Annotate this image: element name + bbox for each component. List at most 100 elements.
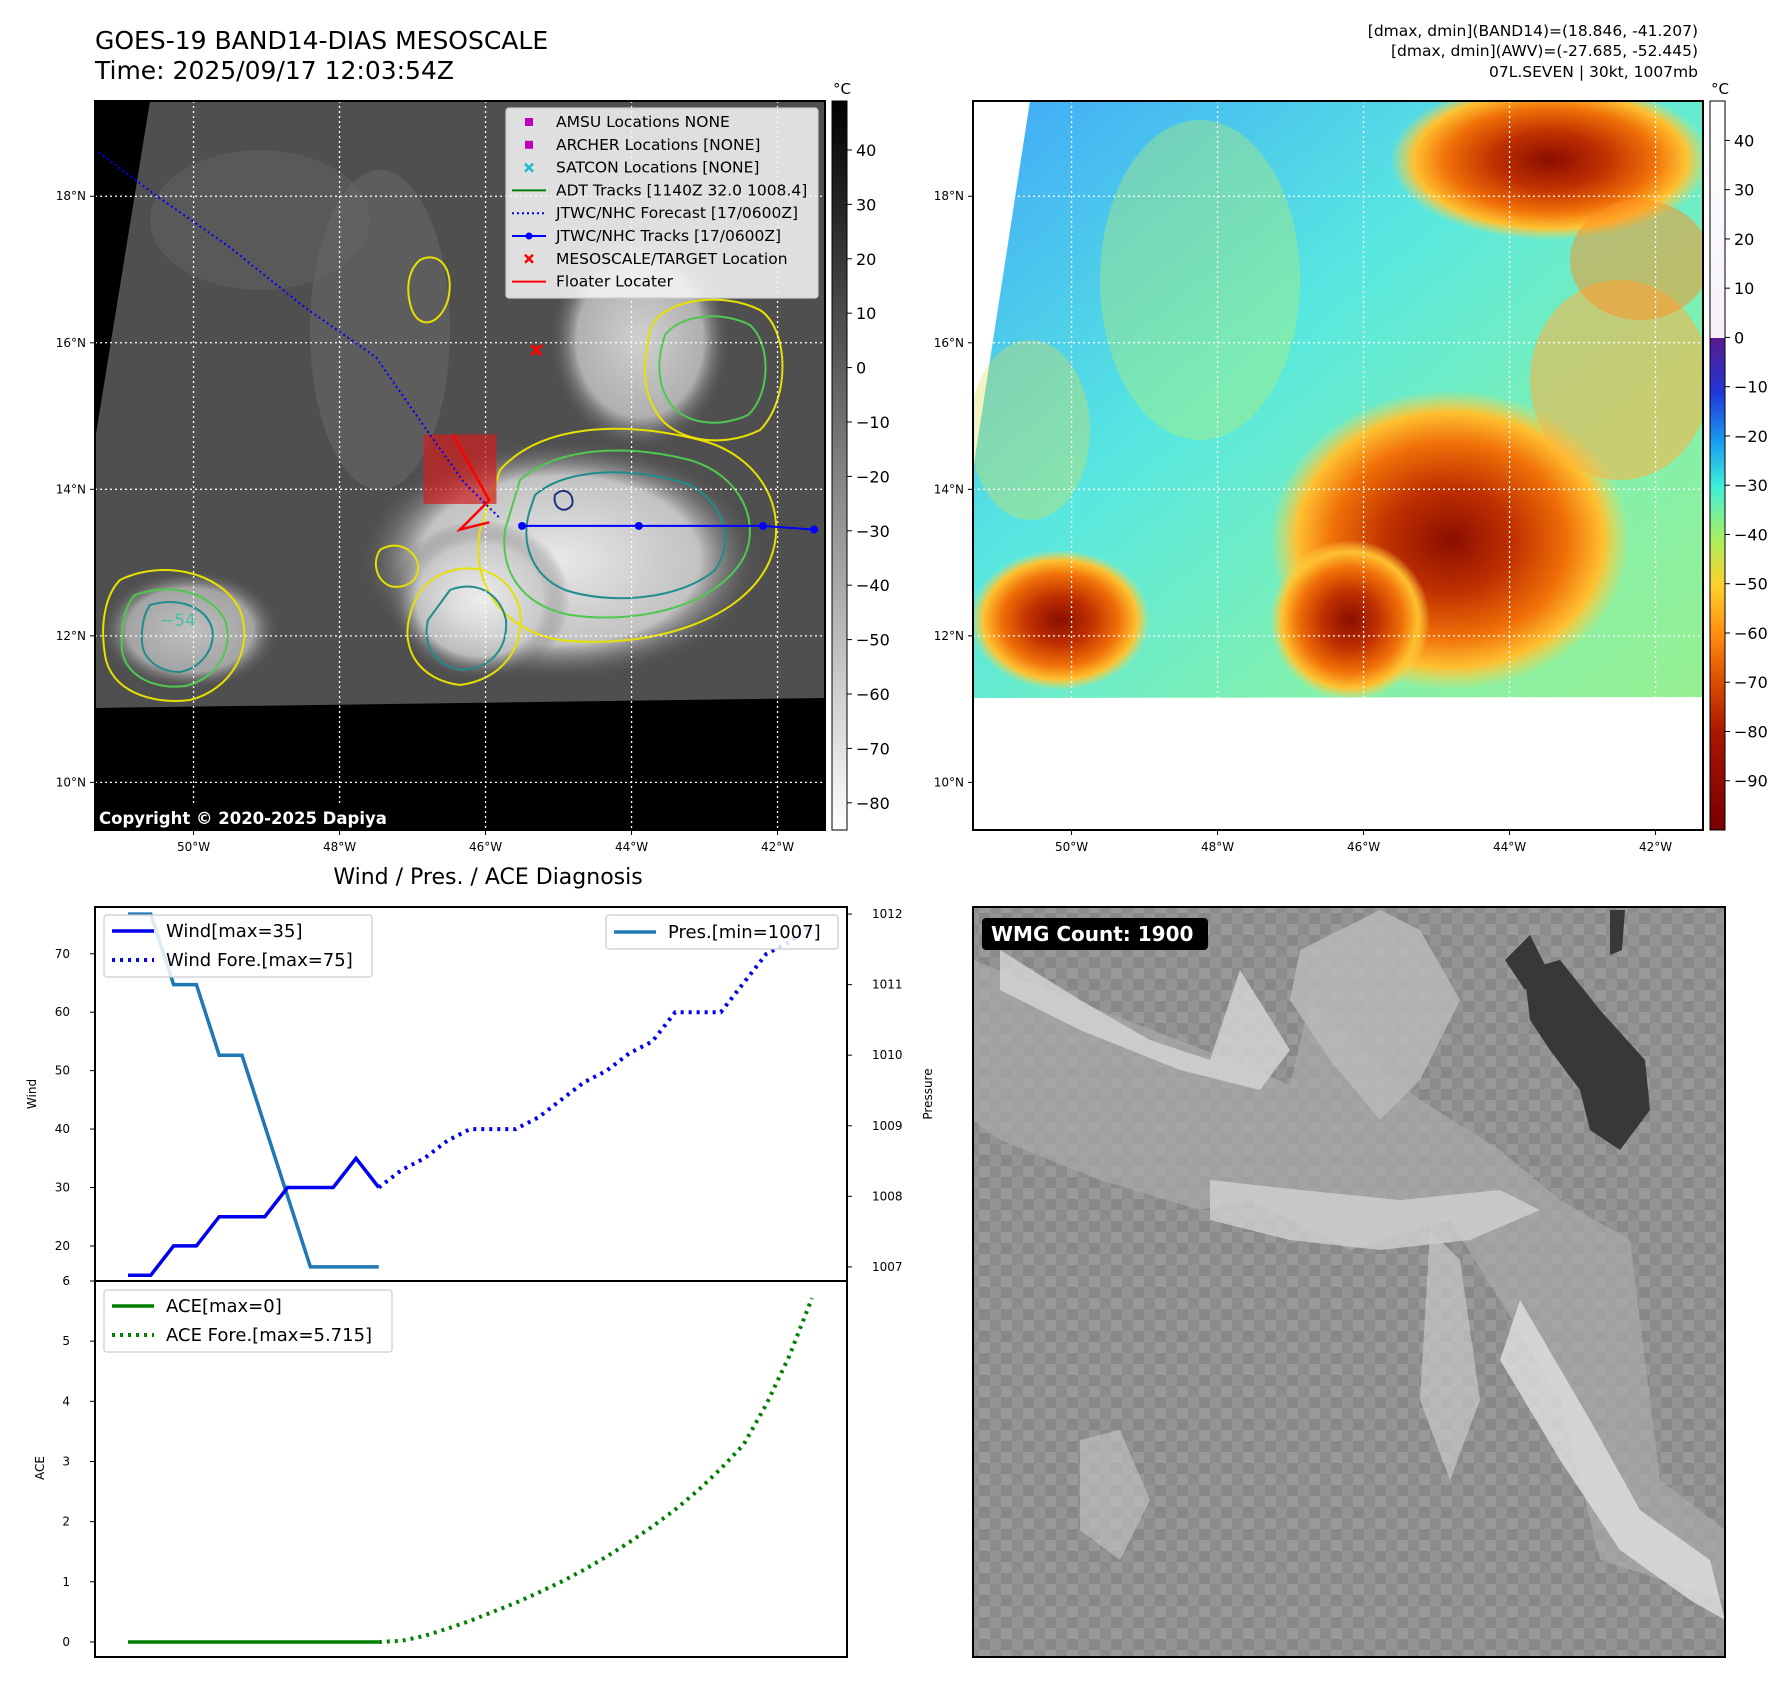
colorbar-tick-label: 30	[856, 195, 876, 214]
awv-lon-label: 44°W	[1493, 840, 1526, 854]
diagnosis-title: Wind / Pres. / ACE Diagnosis	[333, 865, 642, 890]
colorbar-tick-label: 40	[856, 141, 876, 160]
wind-tick-label: 50	[55, 1064, 70, 1078]
awv-lon-label: 48°W	[1201, 840, 1234, 854]
ir-lat-label: 18°N	[56, 189, 86, 203]
wind-tick-label: 70	[55, 947, 70, 961]
colorbar-tick-label: −90	[1734, 772, 1768, 791]
legend-wind: Wind[max=35]	[166, 921, 303, 942]
colorbar-tick-label: −60	[1734, 624, 1768, 643]
ace-tick-label: 2	[62, 1515, 70, 1529]
best-track-point	[518, 521, 527, 530]
legend-wind-forecast: Wind Fore.[max=75]	[166, 950, 353, 971]
colorbar-tick-label: −50	[856, 631, 890, 650]
ir-colorbar-unit: °C	[833, 80, 851, 98]
legend-item-label: ARCHER Locations [NONE]	[556, 136, 760, 154]
ace-tick-label: 3	[62, 1454, 70, 1468]
wind-tick-label: 40	[55, 1122, 70, 1136]
legend-item: Floater Locater	[512, 273, 674, 291]
wmg-count-label: WMG Count: 1900	[991, 922, 1193, 946]
info-line2: [dmax, dmin](AWV)=(-27.685, -52.445)	[1391, 42, 1698, 60]
wind-pressure-chart: 20 30 40 50 60 70 1007 1008 1009 1010 1011 1012 Wi…	[25, 906, 935, 1282]
awv-imagery	[973, 101, 1703, 830]
colorbar-tick-label: −40	[1734, 525, 1768, 544]
legend-item: ADT Tracks [1140Z 32.0 1008.4]	[512, 181, 807, 199]
ir-lon-label: 42°W	[761, 840, 794, 854]
legend-item: JTWC/NHC Tracks [17/0600Z]	[512, 227, 781, 245]
awv-lon-label: 42°W	[1639, 840, 1672, 854]
ir-lon-label: 44°W	[615, 840, 648, 854]
colorbar-tick-label: 0	[856, 359, 866, 378]
awv-lon-label: 50°W	[1055, 840, 1088, 854]
ir-lat-label: 14°N	[56, 482, 86, 496]
figure-title-line1: GOES-19 BAND14-DIAS MESOSCALE	[95, 26, 549, 55]
awv-lat-label: 14°N	[934, 482, 964, 496]
colorbar-tick-label: −70	[1734, 673, 1768, 692]
colorbar-tick-label: 30	[1734, 181, 1754, 200]
ir-colorbar: °C 40 30 20 10 0 −10 −20 −30 −40 −50 −60 −70 −80	[831, 80, 890, 831]
wind-tick-label: 30	[55, 1181, 70, 1195]
colorbar-tick-label: 20	[1734, 230, 1754, 249]
legend-item-label: JTWC/NHC Tracks [17/0600Z]	[555, 227, 781, 245]
ir-lat-label: 10°N	[56, 775, 86, 789]
colorbar-tick-label: −80	[856, 794, 890, 813]
ir-lat-labels: 18°N 16°N 14°N 12°N 10°N	[56, 189, 95, 789]
series-wind-forecast	[377, 922, 814, 1190]
ace-chart: 0 1 2 3 4 5 6 ACE ACE[max=0] ACE Fore.[max=5.7…	[33, 1274, 848, 1658]
legend-item-label: Floater Locater	[556, 273, 674, 291]
wmg-panel: WMG Count: 1900	[972, 906, 1726, 1658]
ace-tick-label: 1	[62, 1575, 70, 1589]
legend-pres: Pres.[min=1007]	[668, 922, 821, 943]
best-track-point	[634, 521, 643, 530]
legend-item-label: MESOSCALE/TARGET Location	[556, 250, 788, 268]
pressure-tick-label: 1009	[872, 1119, 903, 1133]
pressure-tick-label: 1008	[872, 1189, 903, 1203]
wind-axis-label: Wind	[25, 1079, 39, 1109]
legend-item: JTWC/NHC Forecast [17/0600Z]	[512, 204, 798, 222]
ir-lon-labels: 50°W 48°W 46°W 44°W 42°W	[177, 830, 794, 854]
awv-lat-label: 10°N	[934, 775, 964, 789]
best-track-point	[810, 525, 819, 534]
legend-item: AMSU Locations NONE	[525, 113, 730, 131]
colorbar-tick-label: −50	[1734, 575, 1768, 594]
legend-ace-forecast: ACE Fore.[max=5.715]	[166, 1325, 372, 1346]
ace-legend: ACE[max=0] ACE Fore.[max=5.715]	[103, 1289, 393, 1353]
colorbar-tick-label: −30	[1734, 476, 1768, 495]
legend-item: MESOSCALE/TARGET Location	[524, 250, 788, 268]
awv-colorbar-unit: °C	[1711, 80, 1729, 98]
ir-map-panel: −54 18°N 16°N 14°N 12°N 10°N 50°W 48°W 46°W 44°…	[56, 100, 826, 890]
pressure-tick-label: 1012	[872, 907, 903, 921]
awv-colorbar: °C 40 30 20 10 0 −10 −20 −30 −40 −50 −60 −70 −80 −90	[1709, 80, 1768, 831]
target-marker	[530, 344, 543, 357]
figure-title-line2: Time: 2025/09/17 12:03:54Z	[95, 56, 454, 85]
floater-locater-line	[451, 433, 491, 532]
colorbar-tick-label: −20	[856, 467, 890, 486]
legend-item: ARCHER Locations [NONE]	[525, 136, 760, 154]
colorbar-tick-label: 10	[856, 304, 876, 323]
ace-tick-label: 0	[62, 1635, 70, 1649]
forecast-track	[98, 151, 501, 520]
pressure-axis-label: Pressure	[921, 1068, 935, 1119]
colorbar-tick-label: −20	[1734, 427, 1768, 446]
pressure-tick-label: 1011	[872, 978, 903, 992]
legend-item-label: SATCON Locations [NONE]	[556, 159, 759, 177]
ace-tick-label: 5	[62, 1334, 70, 1348]
colorbar-tick-label: 0	[1734, 328, 1744, 347]
pres-legend: Pres.[min=1007]	[605, 914, 839, 950]
awv-map-panel: 18°N 16°N 14°N 12°N 10°N 50°W 48°W 46°W 44°W 42°…	[934, 100, 1704, 854]
colorbar-tick-label: −30	[856, 522, 890, 541]
colorbar-tick-label: 40	[1734, 131, 1754, 150]
ir-lon-label: 48°W	[323, 840, 356, 854]
pressure-tick-label: 1010	[872, 1048, 903, 1062]
best-track-point	[758, 521, 767, 530]
colorbar-tick-label: −10	[856, 413, 890, 432]
awv-lon-labels: 50°W 48°W 46°W 44°W 42°W	[1055, 830, 1672, 854]
wmg-imagery	[973, 907, 1725, 1657]
colorbar-tick-label: 10	[1734, 279, 1754, 298]
ir-lat-label: 16°N	[56, 336, 86, 350]
awv-lat-label: 12°N	[934, 629, 964, 643]
ir-lat-label: 12°N	[56, 629, 86, 643]
ace-tick-label: 6	[62, 1274, 70, 1288]
wind-tick-label: 20	[55, 1239, 70, 1253]
